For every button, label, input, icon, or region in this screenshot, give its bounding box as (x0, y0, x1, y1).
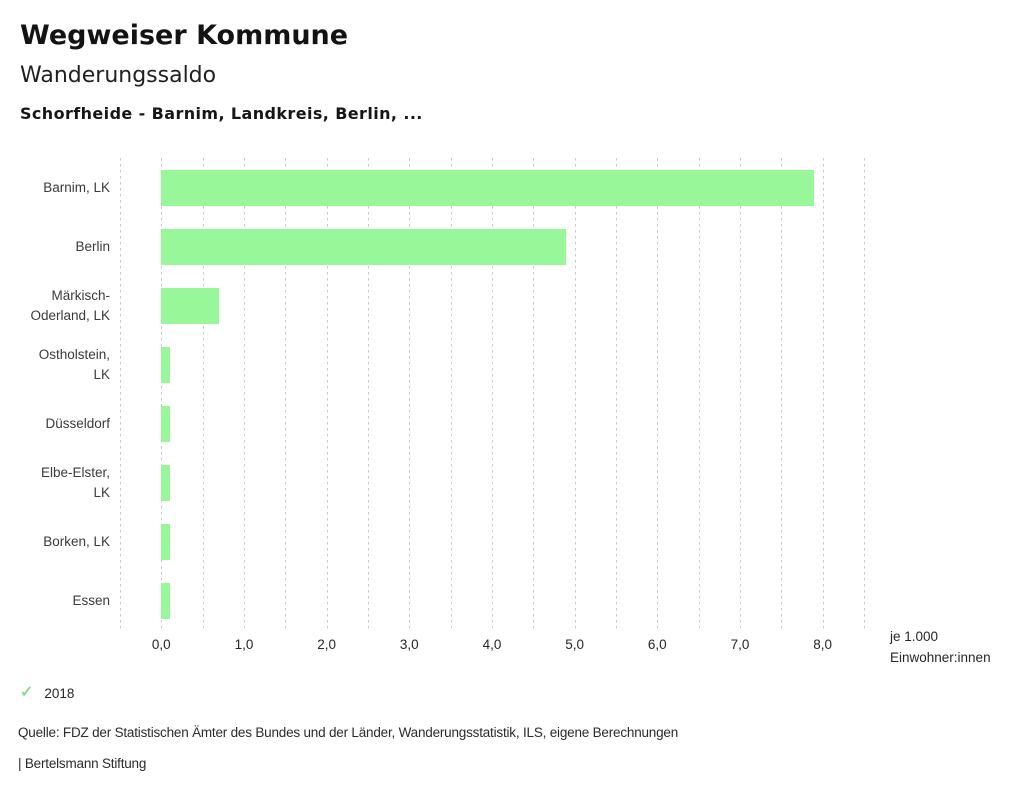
x-axis-unit-label: je 1.000 Einwohner:innen (890, 626, 991, 668)
grid-line (616, 158, 617, 630)
bar (161, 228, 567, 265)
x-tick-label: 1,0 (234, 637, 254, 652)
x-tick-label: 6,0 (647, 637, 667, 652)
bar (161, 523, 170, 560)
category-label: Berlin (75, 238, 110, 254)
category-label: Düsseldorf (45, 415, 110, 431)
x-tick-label: 5,0 (565, 637, 585, 652)
unit-label-line1: je 1.000 (890, 629, 939, 644)
x-tick-label: 8,0 (813, 637, 833, 652)
grid-line (368, 158, 369, 630)
check-icon: ✓ (20, 684, 34, 701)
grid-line (202, 158, 204, 630)
grid-line (120, 158, 121, 630)
grid-line (326, 158, 328, 630)
x-tick-label: 3,0 (399, 637, 419, 652)
x-tick-label: 2,0 (317, 637, 337, 652)
category-label: Märkisch- Oderland, LK (30, 287, 110, 323)
category-label: Barnim, LK (43, 179, 110, 195)
unit-label-line2: Einwohner:innen (890, 650, 991, 665)
category-label: Ostholstein, LK (38, 346, 110, 382)
grid-line (657, 158, 659, 630)
brand-note: | Bertelsmann Stiftung (18, 756, 147, 771)
x-tick-label: 4,0 (482, 637, 502, 652)
bar (161, 582, 170, 619)
bar (161, 346, 170, 383)
grid-line (285, 158, 287, 630)
grid-line (574, 158, 576, 630)
grid-line (161, 158, 163, 630)
grid-line (409, 158, 411, 630)
grid-line (492, 158, 493, 630)
category-label: Borken, LK (43, 533, 110, 549)
category-label: Elbe-Elster, LK (40, 464, 110, 500)
grid-line (698, 158, 700, 630)
legend-year-label: 2018 (44, 685, 75, 701)
bar (161, 287, 220, 324)
bar (161, 464, 170, 501)
legend: ✓ 2018 (20, 685, 74, 701)
category-label: Essen (72, 592, 110, 608)
source-note: Quelle: FDZ der Statistischen Ämter des … (18, 725, 679, 740)
chart-plot: Barnim, LK Berlin Märkisch- Oderland, LK Ost… (30, 158, 865, 652)
grid-line (822, 158, 824, 630)
bar (161, 405, 170, 442)
selected-regions: Schorfheide - Barnim, Landkreis, Berlin,… (20, 104, 423, 123)
grid-line (864, 158, 865, 630)
app-title: Wegweiser Kommune (20, 20, 349, 51)
grid-line (533, 158, 535, 630)
x-tick-label: 0,0 (151, 637, 171, 652)
grid-line (244, 158, 245, 630)
chart-title: Wanderungssaldo (20, 63, 217, 88)
grid-line (740, 158, 741, 630)
grid-line (781, 158, 783, 630)
bar (161, 169, 815, 206)
x-tick-label: 7,0 (730, 637, 750, 652)
grid-line (450, 158, 452, 630)
